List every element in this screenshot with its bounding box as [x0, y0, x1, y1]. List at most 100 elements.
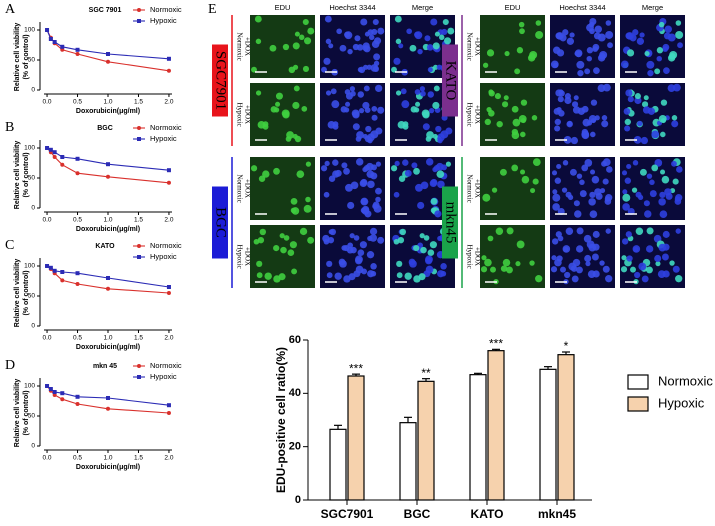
- cell: [377, 106, 385, 114]
- cell: [520, 169, 526, 175]
- cell: [292, 101, 300, 110]
- point: [75, 52, 80, 56]
- x-tick-label: 0.0: [43, 335, 52, 342]
- cell: [366, 170, 375, 179]
- cell: [577, 70, 584, 77]
- cell: [643, 200, 650, 207]
- cell: [486, 107, 492, 113]
- y-tick-label: 50: [28, 175, 36, 182]
- row-label: Hypoxic: [465, 102, 473, 126]
- y-tick-label: 60: [289, 334, 301, 346]
- significance: ***: [349, 361, 363, 375]
- x-tick-label: SGC7901: [321, 507, 374, 521]
- cell: [288, 66, 296, 74]
- cell: [672, 178, 679, 185]
- cell: [307, 27, 315, 35]
- cell: [605, 20, 612, 26]
- cell: [302, 65, 310, 73]
- cell: [644, 210, 652, 218]
- cell: [332, 159, 339, 166]
- y-axis-label: (% of control): [23, 270, 30, 315]
- cell: [499, 168, 507, 176]
- cell: [339, 44, 347, 52]
- cell: [350, 90, 356, 97]
- y-axis-label: EDU-positive cell ratio(%): [274, 347, 288, 493]
- cell: [607, 42, 613, 49]
- cell: [393, 57, 401, 65]
- y-axis-label: Relative cell viability: [14, 379, 21, 448]
- cell: [622, 189, 628, 195]
- cell: [251, 66, 257, 73]
- micrograph: [550, 15, 615, 78]
- cell: [605, 275, 613, 283]
- cell: [398, 175, 406, 182]
- x-tick-label: 0.0: [43, 455, 52, 462]
- x-tick-label: 0.0: [43, 217, 52, 224]
- cell: [636, 37, 645, 45]
- cell: [494, 93, 501, 100]
- point: [48, 37, 53, 41]
- row-label: +DOX: [243, 105, 251, 124]
- row-label: Hypoxic: [465, 244, 473, 268]
- cell: [262, 121, 269, 127]
- cell: [644, 50, 650, 57]
- point: [75, 282, 80, 286]
- point: [52, 268, 57, 273]
- y-tick-label: 50: [28, 293, 36, 300]
- cell: [482, 193, 491, 202]
- cell: [278, 273, 286, 281]
- cell: [552, 189, 558, 195]
- cell: [280, 246, 287, 254]
- cell: [290, 197, 298, 205]
- cell: [329, 228, 337, 236]
- cell: [520, 131, 526, 138]
- cell: [442, 18, 449, 26]
- cell: [360, 178, 368, 186]
- cell: [437, 137, 443, 144]
- cell: [674, 198, 682, 205]
- cell: [256, 260, 263, 267]
- legend-label: Normoxic: [150, 123, 182, 132]
- point: [75, 402, 80, 406]
- legend-swatch: [627, 396, 649, 412]
- cell: [576, 245, 584, 253]
- cell: [585, 261, 591, 267]
- cell: [257, 237, 265, 244]
- cell: [551, 238, 559, 245]
- cell: [394, 160, 400, 167]
- cell: [643, 95, 649, 101]
- point: [106, 276, 110, 280]
- cell: [370, 64, 379, 72]
- point: [106, 406, 110, 411]
- cell: [279, 233, 285, 239]
- cell: [645, 266, 653, 274]
- point: [60, 278, 65, 283]
- cell: [343, 245, 350, 252]
- cell: [331, 100, 340, 109]
- cell: [366, 64, 372, 70]
- cell: [630, 266, 636, 273]
- cell: [355, 136, 362, 142]
- cell: [264, 272, 272, 280]
- cell: [339, 260, 347, 268]
- cell: [569, 32, 575, 38]
- cell: [535, 275, 543, 283]
- cell: [576, 60, 585, 69]
- cell: [341, 162, 348, 169]
- cell: [357, 67, 363, 73]
- cell: [323, 191, 330, 198]
- cell: [395, 90, 402, 96]
- cell: [516, 240, 525, 249]
- cell: [662, 43, 670, 51]
- legend-label: Hypoxic: [150, 252, 177, 261]
- cell: [289, 241, 297, 249]
- y-axis-label: (% of control): [23, 390, 30, 435]
- cell: [571, 275, 579, 283]
- row-label: +DOX: [473, 105, 481, 124]
- cell: [675, 20, 682, 26]
- significance: **: [421, 366, 431, 380]
- x-tick-label: 1.5: [134, 455, 143, 462]
- cell: [440, 270, 447, 277]
- cell: [303, 204, 312, 213]
- cell: [419, 86, 426, 92]
